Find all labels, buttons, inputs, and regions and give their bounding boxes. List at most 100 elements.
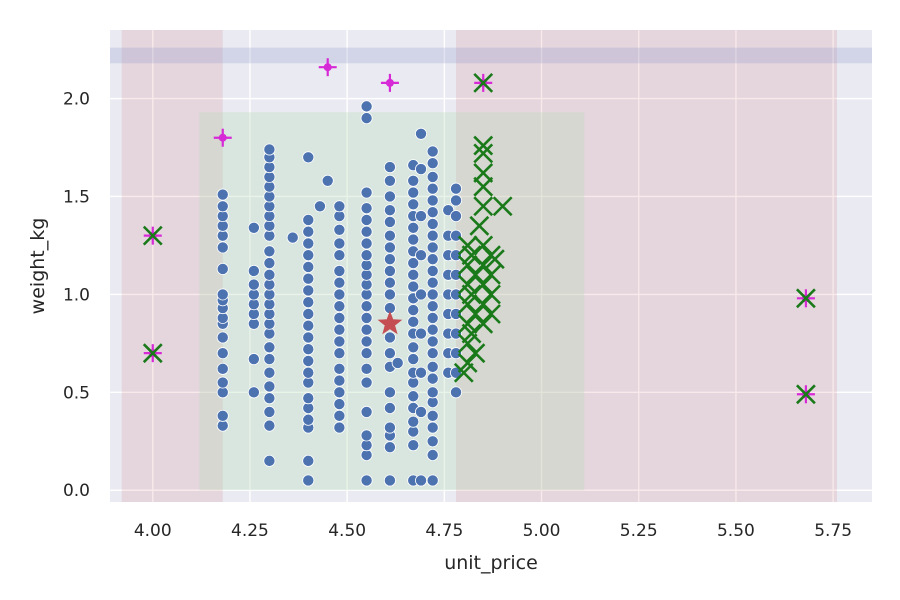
data-point — [450, 194, 463, 207]
data-point — [415, 366, 428, 379]
data-point — [302, 413, 315, 426]
flagged-x-marker — [473, 255, 494, 275]
y-tick-label: 1.0 — [63, 285, 90, 305]
flagged-x-marker — [461, 323, 482, 344]
data-point — [360, 202, 373, 215]
plus-dot — [218, 133, 227, 142]
data-point — [383, 441, 396, 454]
data-point — [333, 300, 346, 313]
data-point — [450, 268, 463, 281]
data-point — [360, 311, 373, 324]
flagged-x-marker — [473, 235, 494, 256]
x-stroke-b — [461, 284, 482, 305]
data-point — [302, 319, 315, 332]
x-tick-label: 4.00 — [134, 521, 172, 541]
data-point — [407, 233, 420, 246]
x-range-band-red — [456, 30, 838, 502]
data-point — [426, 182, 439, 195]
x-tick-label: 5.00 — [523, 521, 561, 541]
data-point — [383, 386, 396, 399]
data-point — [426, 360, 439, 373]
data-point — [263, 353, 276, 366]
data-point — [247, 264, 260, 277]
x-stroke-b — [465, 343, 486, 364]
data-point — [407, 186, 420, 199]
data-point — [426, 253, 439, 266]
data-point — [407, 221, 420, 234]
data-point — [426, 157, 439, 170]
data-point — [333, 323, 346, 336]
data-point — [426, 409, 439, 422]
data-point — [383, 421, 396, 434]
x-stroke-b — [473, 143, 494, 164]
data-point — [302, 343, 315, 356]
data-point — [383, 241, 396, 254]
x-stroke-b — [142, 225, 163, 246]
data-point — [391, 356, 404, 369]
data-point — [383, 190, 396, 203]
flagged-x-marker — [465, 304, 486, 324]
data-point — [450, 386, 463, 399]
data-point — [415, 127, 428, 140]
flagged-x-marker — [481, 304, 501, 324]
x-stroke-b — [481, 304, 501, 324]
data-point — [426, 264, 439, 277]
flagged-x-marker — [461, 284, 482, 305]
data-point — [216, 362, 229, 375]
flagged-x-marker — [473, 143, 494, 164]
y-tick-label: 2.0 — [63, 90, 90, 110]
data-point — [407, 439, 420, 452]
data-point — [263, 392, 276, 405]
data-point — [247, 353, 260, 366]
x-stroke-b — [473, 274, 494, 295]
x-stroke-b — [142, 343, 163, 364]
centroid-star-marker — [377, 310, 403, 335]
flagged-x-marker — [473, 313, 494, 334]
x-stroke-b — [481, 284, 501, 305]
data-point — [426, 206, 439, 219]
data-point — [216, 409, 229, 422]
data-point — [302, 237, 315, 250]
data-point — [302, 474, 315, 487]
data-point — [321, 174, 334, 187]
data-point — [247, 386, 260, 399]
x-stroke-b — [473, 163, 494, 183]
data-point — [360, 323, 373, 336]
flagged-x-marker — [473, 294, 494, 315]
flagged-x-marker — [457, 353, 478, 373]
data-point — [216, 241, 229, 254]
x-tick-label: 4.50 — [328, 521, 366, 541]
x-stroke-b — [473, 255, 494, 275]
flagged-x-marker — [469, 215, 490, 236]
data-point — [263, 454, 276, 467]
y-tick-label: 0.5 — [63, 383, 90, 403]
data-point — [407, 341, 420, 354]
data-point — [333, 398, 346, 411]
data-point — [286, 231, 299, 244]
flagged-x-marker — [481, 264, 501, 285]
data-point — [313, 200, 326, 213]
data-point — [263, 419, 276, 432]
data-point — [360, 186, 373, 199]
data-point — [302, 331, 315, 344]
data-point — [407, 390, 420, 403]
data-point — [263, 143, 276, 156]
data-point — [302, 213, 315, 226]
x-stroke-b — [473, 294, 494, 315]
data-point — [426, 448, 439, 461]
data-point — [426, 372, 439, 385]
flagged-x-marker — [473, 72, 494, 93]
x-stroke-b — [457, 235, 478, 256]
data-point — [426, 300, 439, 313]
flagged-x-marker — [142, 225, 163, 246]
data-point — [360, 347, 373, 360]
data-point — [333, 362, 346, 375]
flagged-x-marker — [484, 249, 505, 270]
marker-overlays — [142, 58, 816, 405]
data-point — [415, 327, 428, 340]
data-point — [333, 200, 346, 213]
data-point — [360, 474, 373, 487]
x-stroke-b — [465, 304, 486, 324]
y-tick-label: 0.0 — [63, 481, 90, 501]
